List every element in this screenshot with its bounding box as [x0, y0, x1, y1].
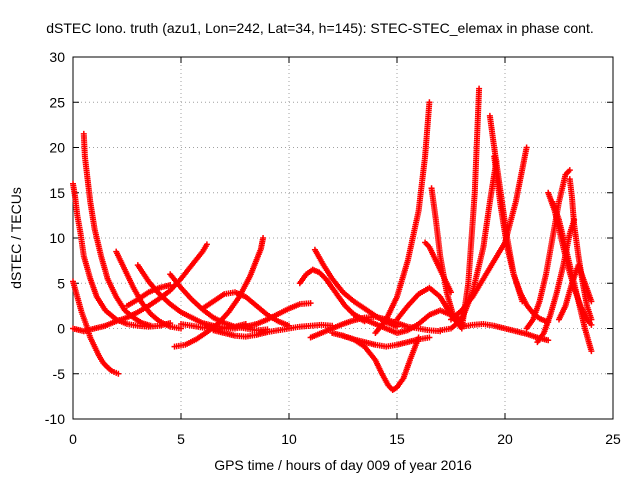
data-points: [70, 85, 595, 394]
series-13: [311, 246, 400, 330]
x-axis-label: GPS time / hours of day 009 of year 2016: [214, 457, 472, 473]
y-tick-label: 20: [49, 140, 65, 156]
series-32: [566, 176, 595, 323]
y-tick-label: 0: [57, 321, 65, 337]
data-point: [545, 337, 552, 344]
data-point: [426, 334, 433, 341]
y-axis-label: dSTEC / TECUs: [8, 187, 24, 289]
data-point: [476, 85, 483, 92]
series-24: [486, 112, 526, 305]
data-point: [147, 322, 154, 329]
gridlines: [73, 57, 613, 419]
data-point: [307, 300, 314, 307]
x-tick-label: 20: [497, 431, 513, 447]
y-tick-label: 5: [57, 275, 65, 291]
series-1: [70, 180, 174, 330]
data-point: [203, 241, 210, 248]
series-2: [80, 130, 154, 329]
series-23: [448, 144, 530, 323]
data-point: [588, 298, 595, 305]
axis-ticks: [72, 56, 614, 420]
y-tick-label: 30: [49, 49, 65, 65]
x-tick-label: 10: [281, 431, 297, 447]
series-19: [394, 85, 483, 332]
tick-labels: 0 5 10 15 20 25 -10 -5 0 5 10 15 20 25 30: [45, 49, 621, 447]
data-point: [588, 348, 595, 355]
y-tick-label: -10: [45, 411, 65, 427]
series-17: [340, 332, 433, 350]
data-point: [566, 167, 573, 174]
data-point: [523, 144, 530, 151]
x-tick-label: 5: [177, 431, 185, 447]
x-tick-label: 25: [605, 431, 621, 447]
data-point: [167, 282, 174, 289]
y-tick-label: 10: [49, 230, 65, 246]
data-point: [588, 321, 595, 328]
y-tick-label: -5: [53, 366, 66, 382]
series-21: [428, 185, 465, 327]
series-18: [372, 99, 433, 337]
series-26: [458, 320, 552, 344]
series-15: [329, 330, 422, 394]
y-tick-label: 25: [49, 94, 65, 110]
series-11: [210, 321, 336, 340]
data-point: [588, 316, 595, 323]
x-tick-label: 15: [389, 431, 405, 447]
chart-title: dSTEC Iono. truth (azu1, Lon=242, Lat=34…: [46, 20, 593, 36]
data-point: [426, 99, 433, 106]
x-tick-label: 0: [69, 431, 77, 447]
series-10: [199, 289, 292, 329]
series-9: [124, 282, 174, 309]
data-point: [115, 370, 122, 377]
data-point: [260, 235, 267, 241]
series-4: [113, 248, 184, 332]
y-tick-label: 15: [49, 185, 65, 201]
